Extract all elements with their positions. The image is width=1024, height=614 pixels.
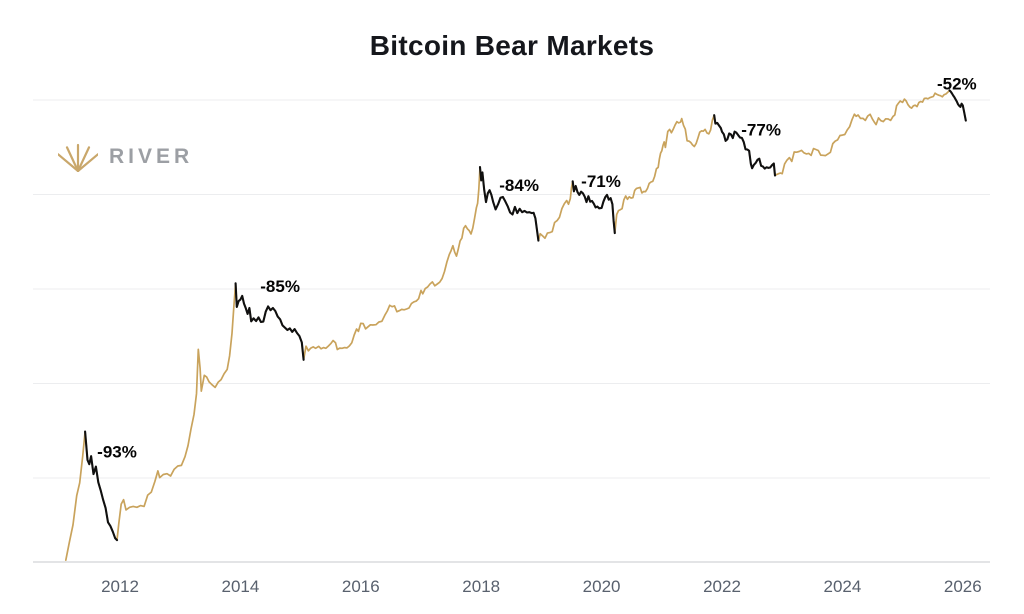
bear-market-segment-4 — [713, 114, 777, 177]
bear-market-segment-0 — [84, 430, 119, 542]
river-rays-icon — [58, 143, 98, 172]
x-tick-label-2022: 2022 — [703, 577, 741, 596]
river-logo: RIVER — [58, 141, 193, 172]
bear-market-segment-1 — [234, 282, 305, 361]
bear-drawdown-label-0: -93% — [97, 443, 137, 462]
bitcoin-price-line — [64, 89, 967, 562]
x-tick-label-2018: 2018 — [462, 577, 500, 596]
bear-market-segment-5 — [948, 89, 967, 122]
x-tick-label-2026: 2026 — [944, 577, 982, 596]
bear-market-segment-2 — [478, 166, 540, 242]
x-tick-label-2012: 2012 — [101, 577, 139, 596]
x-tick-label-2014: 2014 — [221, 577, 259, 596]
bear-drawdown-label-5: -52% — [937, 74, 977, 93]
bear-drawdown-label-2: -84% — [499, 176, 539, 195]
river-wordmark: RIVER — [109, 144, 194, 168]
bear-drawdown-label-1: -85% — [260, 277, 300, 296]
page-title: Bitcoin Bear Markets — [369, 30, 655, 61]
bear-market-segment-3 — [571, 180, 616, 235]
bear-drawdown-label-3: -71% — [581, 172, 621, 191]
x-tick-label-2016: 2016 — [342, 577, 380, 596]
x-tick-label-2020: 2020 — [583, 577, 621, 596]
x-tick-label-2024: 2024 — [823, 577, 861, 596]
bear-drawdown-label-4: -77% — [741, 120, 781, 139]
